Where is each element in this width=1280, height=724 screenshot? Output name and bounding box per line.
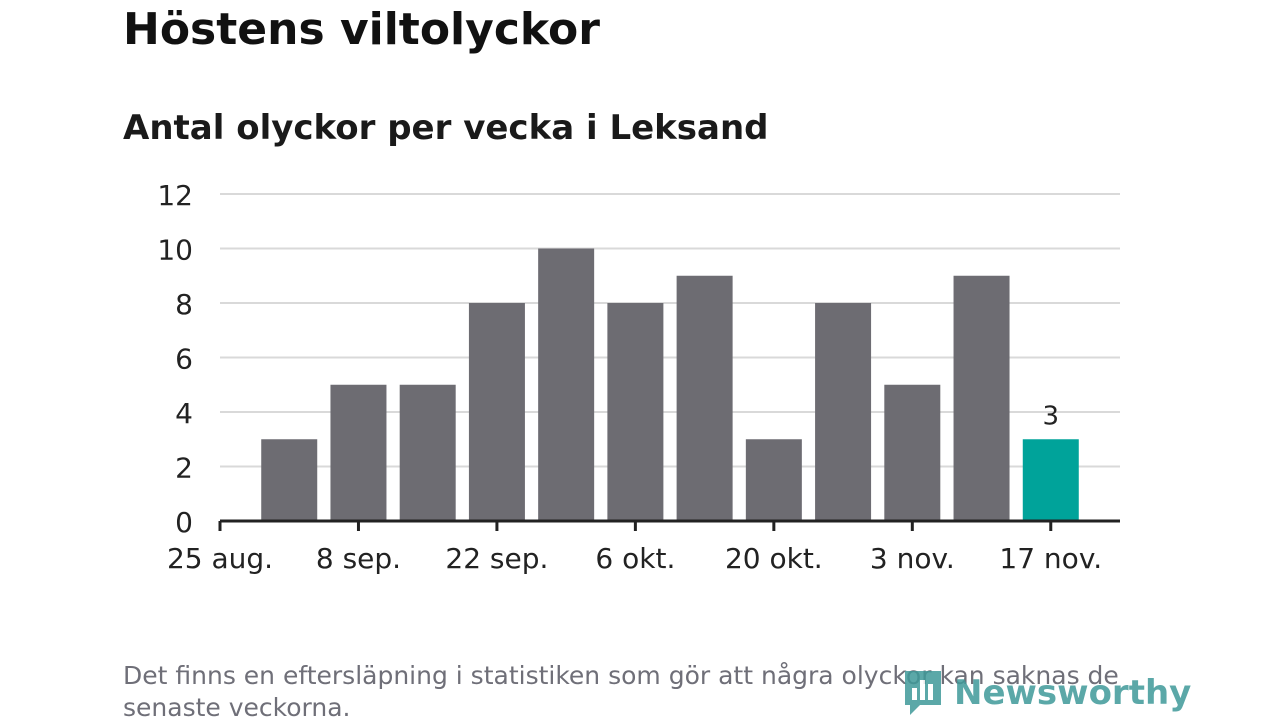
bar	[607, 303, 664, 521]
bar	[953, 275, 1010, 521]
bar	[468, 303, 525, 521]
logo-text: Newsworthy	[954, 673, 1192, 713]
bar	[330, 384, 387, 521]
bar	[745, 439, 802, 521]
x-tick-label: 8 sep.	[316, 542, 401, 575]
x-tick-label: 6 okt.	[595, 542, 675, 575]
y-tick-label: 10	[157, 234, 193, 267]
y-tick-label: 2	[175, 452, 193, 485]
y-tick-label: 6	[175, 343, 193, 376]
x-axis: 25 aug. 8 sep. 22 sep. 6 okt. 20 okt. 3 nov. 1…	[167, 519, 1120, 575]
data-labels: 3	[1042, 401, 1059, 431]
y-tick-label: 0	[175, 506, 193, 539]
bars	[261, 248, 1079, 521]
x-tick-label: 17 nov.	[999, 542, 1102, 575]
bar	[261, 439, 318, 521]
y-tick-label: 12	[157, 179, 193, 212]
y-axis: 0 2 4 6 8 10 12	[157, 179, 193, 539]
x-tick-label: 25 aug.	[167, 542, 273, 575]
data-label: 3	[1042, 401, 1059, 431]
chart-subtitle: Antal olyckor per vecka i Leksand	[123, 108, 769, 148]
x-tick-label: 22 sep.	[445, 542, 548, 575]
x-tick-label: 20 okt.	[725, 542, 823, 575]
bar	[399, 384, 456, 521]
bar-chart-speech-icon	[905, 671, 941, 715]
bar	[884, 384, 941, 521]
bar-chart: 0 2 4 6 8 10 12 3 25 aug. 8 sep. 22 sep. 6 okt. 20…	[157, 179, 1120, 575]
bar	[1022, 439, 1079, 521]
x-tick-label: 3 nov.	[870, 542, 955, 575]
bar	[676, 275, 733, 521]
footnote: Det finns en eftersläpning i statistiken…	[123, 661, 1119, 722]
bar	[815, 303, 872, 521]
y-tick-label: 8	[175, 288, 193, 321]
newsworthy-logo: Newsworthy	[902, 668, 1191, 718]
bar	[538, 248, 595, 521]
chart-title: Höstens viltolyckor	[123, 4, 600, 55]
y-tick-label: 4	[175, 397, 193, 430]
